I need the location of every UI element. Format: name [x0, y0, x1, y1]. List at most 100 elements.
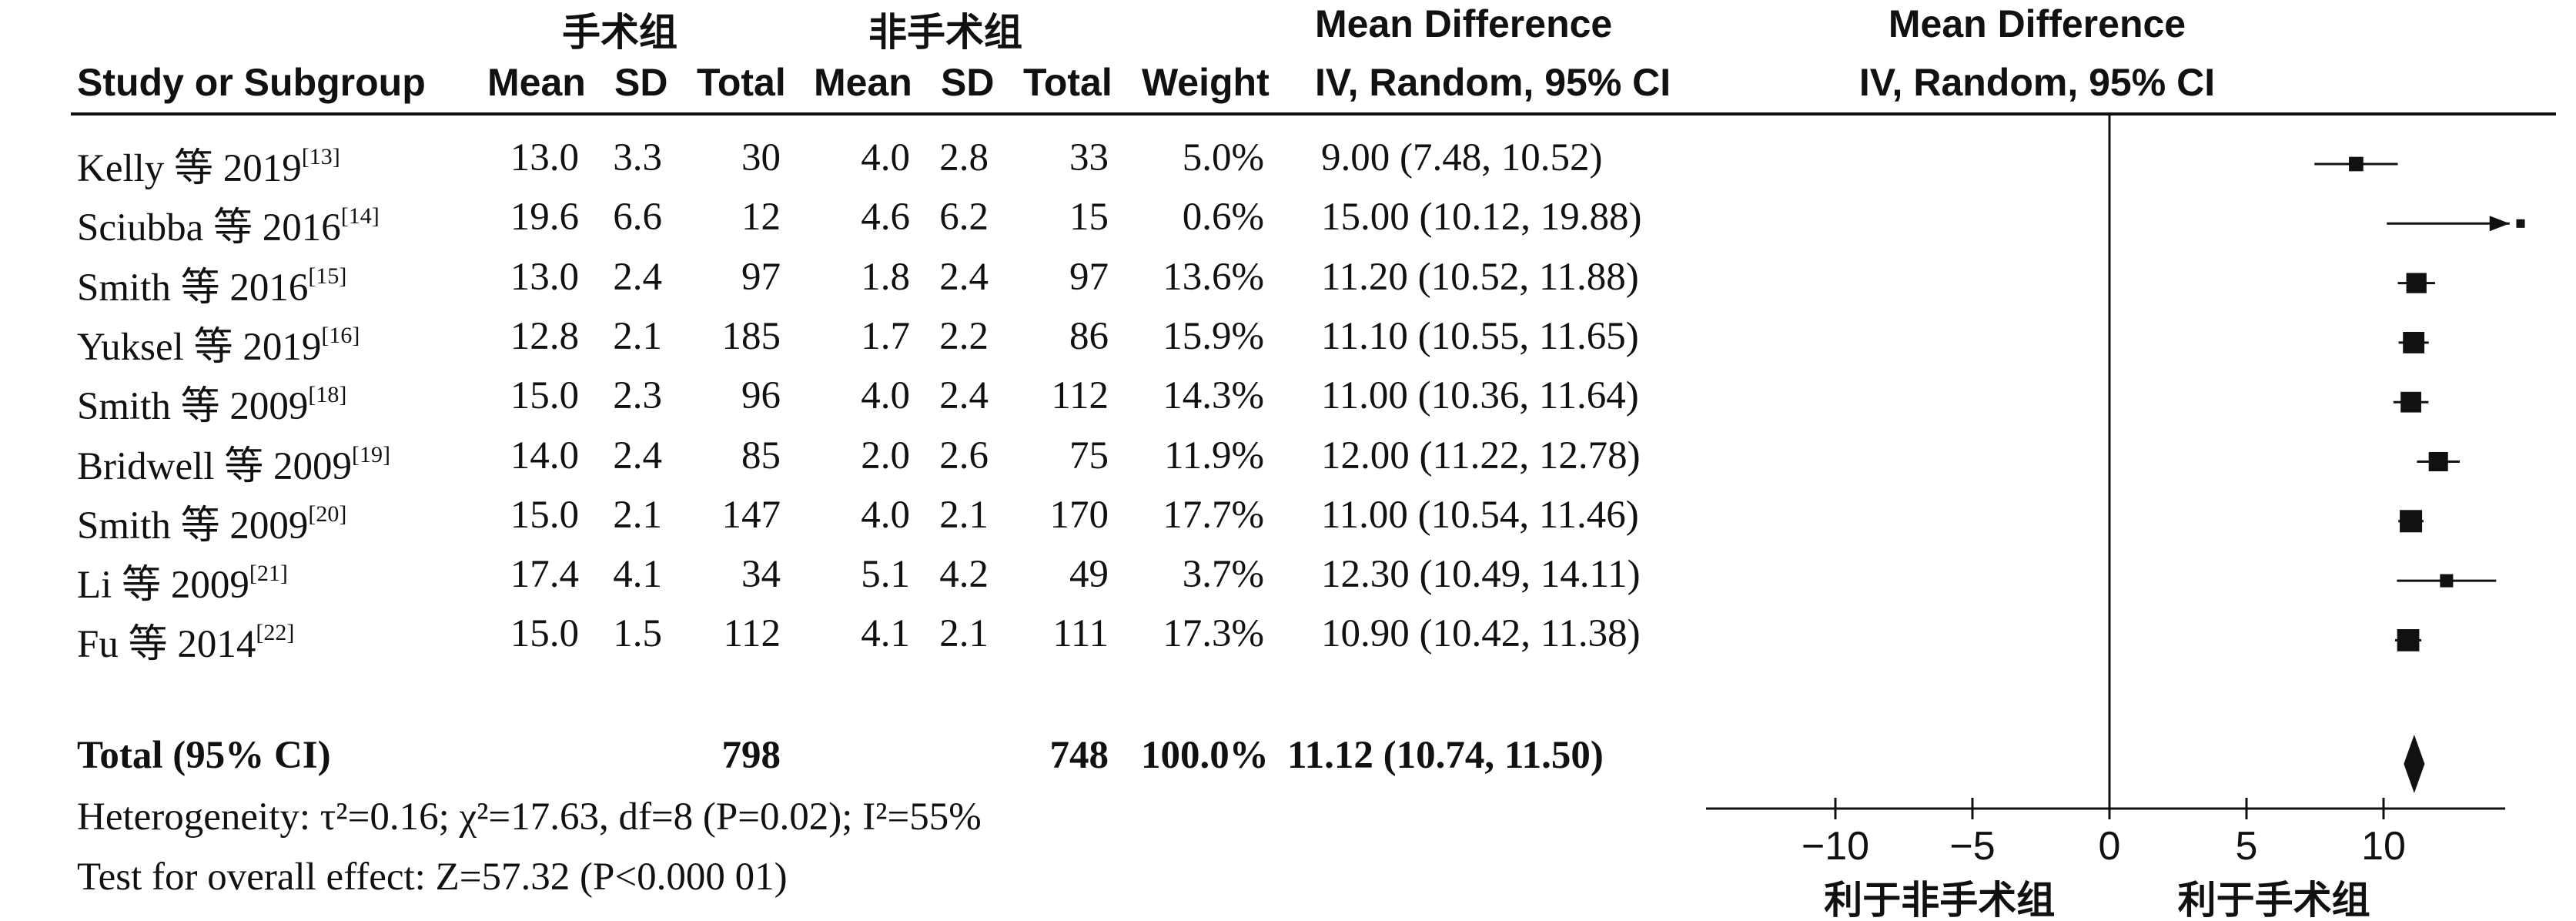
effect-square: [2400, 510, 2423, 533]
study-label: Smith 等 2009: [77, 504, 309, 548]
cell-mean1: 19.6: [510, 196, 579, 239]
cell-mean2: 4.1: [861, 612, 910, 656]
total2-column-header: Total: [1023, 61, 1112, 104]
cell-sd1: 4.1: [613, 553, 662, 597]
study-name: Li 等 2009[21]: [77, 552, 288, 609]
total-weight: 100.0%: [1141, 734, 1269, 777]
mean1-column-header: Mean: [487, 61, 586, 104]
favours-right-label: 利于手术组: [2178, 879, 2370, 921]
cell-weight: 5.0%: [1182, 136, 1264, 179]
study-label: Sciubba 等 2016: [77, 206, 341, 250]
cell-mean1: 13.0: [510, 255, 579, 299]
cell-mean2: 1.7: [861, 314, 910, 358]
cell-total2: 111: [1052, 612, 1109, 656]
cell-total1: 147: [721, 493, 781, 537]
study-label: Yuksel 等 2019: [77, 325, 322, 369]
cell-sd2: 2.4: [939, 255, 989, 299]
x-tick-label: 0: [2099, 824, 2121, 869]
study-reference: [21]: [249, 561, 288, 587]
study-reference: [22]: [256, 620, 295, 646]
cell-weight: 17.3%: [1163, 612, 1264, 656]
cell-total1: 185: [721, 314, 781, 358]
cell-mean1: 12.8: [510, 314, 579, 358]
md-title-left: Mean Difference: [1315, 2, 1613, 45]
effect-square: [2400, 391, 2421, 413]
x-tick-label: −10: [1802, 824, 1869, 869]
group-experimental-header: 手术组: [562, 11, 677, 54]
cell-sd1: 2.1: [613, 493, 662, 537]
cell-sd1: 2.4: [613, 255, 662, 299]
effect-square: [2440, 574, 2454, 588]
effect-square: [2406, 273, 2427, 293]
cell-sd2: 2.6: [939, 434, 989, 477]
cell-mean2: 2.0: [861, 434, 910, 477]
cell-total2: 86: [1069, 314, 1109, 358]
total-ci: 11.12 (10.74, 11.50): [1287, 734, 1604, 777]
cell-sd1: 2.4: [613, 434, 662, 477]
effect-square: [2403, 331, 2425, 353]
cell-ci-text: 11.00 (10.36, 11.64): [1321, 374, 1639, 418]
cell-sd1: 2.1: [613, 314, 662, 358]
cell-ci-text: 12.30 (10.49, 14.11): [1321, 553, 1641, 597]
study-reference: [20]: [308, 501, 347, 527]
sd1-column-header: SD: [614, 61, 668, 104]
total-control: 748: [1049, 734, 1109, 777]
total1-column-header: Total: [697, 61, 786, 104]
study-name: Smith 等 2009[20]: [77, 493, 346, 550]
cell-mean1: 13.0: [510, 136, 579, 179]
total-diamond: [2404, 735, 2425, 793]
cell-sd1: 6.6: [613, 196, 662, 239]
study-name: Fu 等 2014[22]: [77, 611, 294, 668]
study-name: Sciubba 等 2016[14]: [77, 195, 380, 252]
cell-total1: 30: [741, 136, 781, 179]
cell-mean1: 17.4: [510, 553, 579, 597]
cell-sd2: 2.1: [939, 612, 989, 656]
total-experimental: 798: [721, 734, 781, 777]
cell-total1: 12: [741, 196, 781, 239]
cell-mean1: 15.0: [510, 374, 579, 418]
x-tick-label: 5: [2236, 824, 2258, 869]
cell-weight: 15.9%: [1163, 314, 1264, 358]
total-label: Total (95% CI): [77, 734, 331, 777]
cell-total2: 170: [1049, 493, 1109, 537]
header-rule: [71, 112, 2556, 116]
cell-ci-text: 11.10 (10.55, 11.65): [1321, 314, 1639, 358]
md-title-right: Mean Difference: [1888, 2, 2186, 45]
x-tick-label: 10: [2361, 824, 2406, 869]
cell-weight: 17.7%: [1163, 493, 1264, 537]
study-label: Kelly 等 2019: [77, 147, 302, 190]
cell-sd2: 2.2: [939, 314, 989, 358]
x-tick-label: −5: [1949, 824, 1995, 869]
sd2-column-header: SD: [941, 61, 995, 104]
cell-mean2: 1.8: [861, 255, 910, 299]
cell-total2: 97: [1069, 255, 1109, 299]
cell-total2: 33: [1069, 136, 1109, 179]
cell-total2: 49: [1069, 553, 1109, 597]
cell-mean1: 14.0: [510, 434, 579, 477]
study-name: Kelly 等 2019[13]: [77, 136, 340, 193]
cell-mean1: 15.0: [510, 612, 579, 656]
weight-column-header: Weight: [1142, 61, 1270, 104]
study-label: Bridwell 等 2009: [77, 444, 352, 488]
cell-weight: 3.7%: [1182, 553, 1264, 597]
study-reference: [19]: [351, 441, 390, 467]
cell-weight: 0.6%: [1182, 196, 1264, 239]
cell-ci-text: 9.00 (7.48, 10.52): [1321, 136, 1603, 179]
effect-square: [2516, 219, 2525, 228]
cell-total2: 112: [1051, 374, 1109, 418]
cell-sd2: 2.4: [939, 374, 989, 418]
cell-total1: 97: [741, 255, 781, 299]
cell-sd2: 2.1: [939, 493, 989, 537]
cell-ci-text: 12.00 (11.22, 12.78): [1321, 434, 1641, 477]
study-reference: [16]: [321, 322, 360, 348]
cell-ci-text: 11.00 (10.54, 11.46): [1321, 493, 1639, 537]
cell-mean2: 4.0: [861, 493, 910, 537]
study-reference: [14]: [340, 203, 380, 229]
md-subtitle-right: IV, Random, 95% CI: [1858, 61, 2216, 104]
study-name: Smith 等 2009[18]: [77, 373, 346, 430]
mean2-column-header: Mean: [814, 61, 912, 104]
cell-ci-text: 11.20 (10.52, 11.88): [1321, 255, 1639, 299]
cell-weight: 14.3%: [1163, 374, 1264, 418]
effect-square: [2428, 451, 2448, 472]
